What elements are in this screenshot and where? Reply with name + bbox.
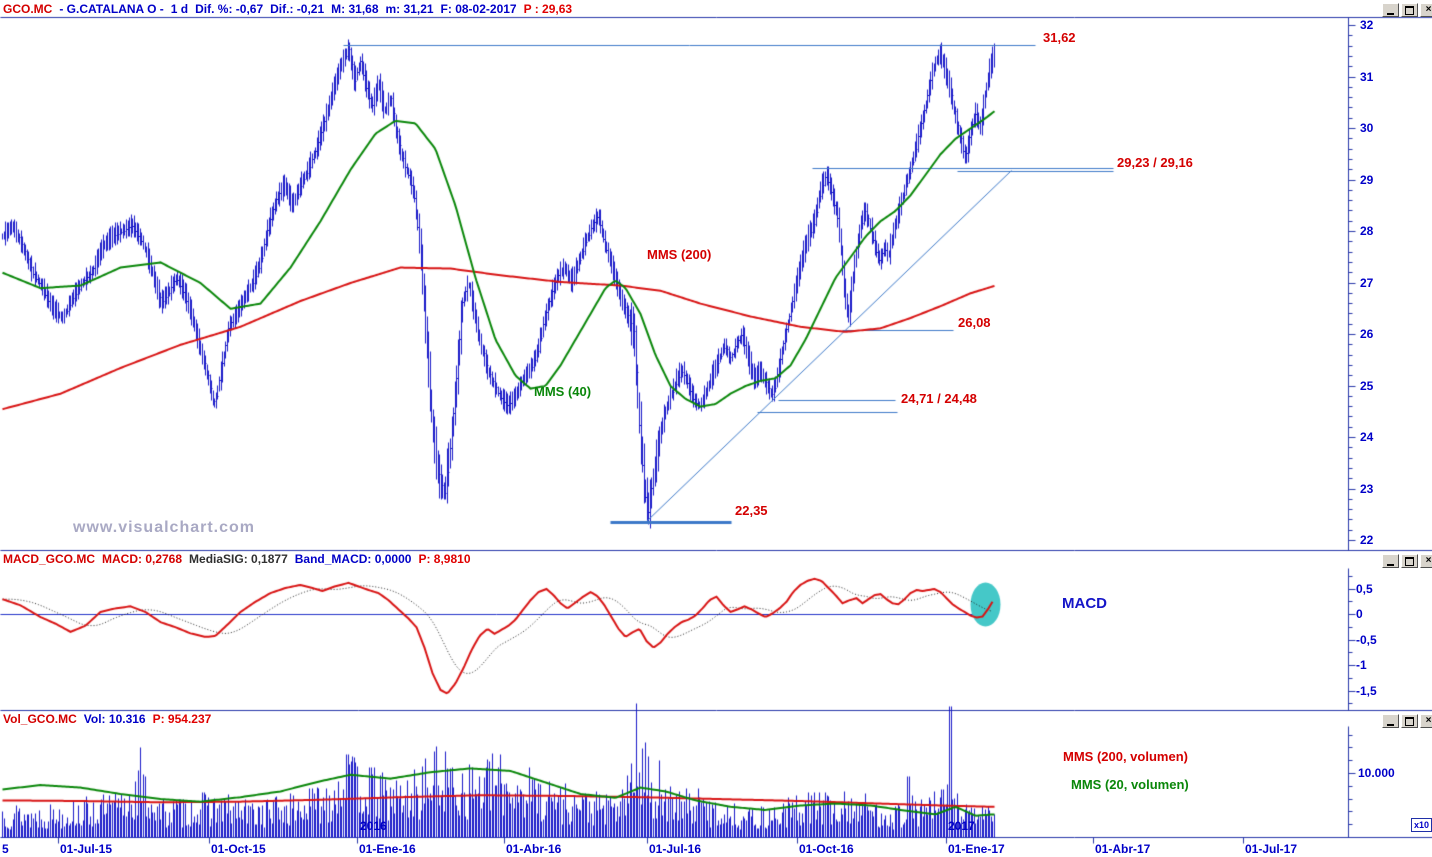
date-label: 01-Ene-16 <box>359 842 416 856</box>
minimize-button[interactable] <box>1382 3 1399 17</box>
minimize-button[interactable] <box>1382 714 1399 728</box>
header-segment: MACD_GCO.MC <box>3 552 95 566</box>
header-segment: F: 08-02-2017 <box>440 2 517 16</box>
maximize-button[interactable] <box>1401 714 1418 728</box>
close-button[interactable]: × <box>1420 714 1432 728</box>
header-segment: - G.CATALANA O - <box>59 2 164 16</box>
header-segment: P: 8,9810 <box>418 552 471 566</box>
macd-axis-label: -1,5 <box>1356 684 1377 698</box>
volume-mms20-label: MMS (20, volumen) <box>1071 777 1189 792</box>
header-segment: Vol_GCO.MC <box>3 712 77 726</box>
price-axis-label: 22 <box>1360 533 1374 547</box>
minimize-icon <box>1387 563 1394 566</box>
chart-title: GCO.MC - G.CATALANA O - 1 d Dif. %: -0,67 Di… <box>3 2 579 16</box>
header-segment: GCO.MC <box>3 2 53 16</box>
date-label: 01-Jul-16 <box>649 842 702 856</box>
header-segment: Vol: 10.316 <box>83 712 146 726</box>
price-axis-label: 32 <box>1360 18 1374 32</box>
minimize-button[interactable] <box>1382 554 1399 568</box>
date-label: 01-Oct-15 <box>211 842 266 856</box>
date-label: 01-Jul-17 <box>1245 842 1298 856</box>
close-icon: × <box>1425 555 1432 566</box>
date-label: 01-Abr-16 <box>506 842 562 856</box>
window-controls-volume: × <box>1382 714 1432 728</box>
volume-mms200-label: MMS (200, volumen) <box>1063 749 1188 764</box>
close-button[interactable]: × <box>1420 554 1432 568</box>
header-segment: 1 d <box>170 2 189 16</box>
maximize-button[interactable] <box>1401 3 1418 17</box>
minimize-icon <box>1387 12 1394 15</box>
price-axis-label: 24 <box>1360 430 1374 444</box>
price-level-label: 31,62 <box>1043 30 1076 45</box>
date-label: 01-Ene-17 <box>948 842 1005 856</box>
close-icon: × <box>1425 4 1432 15</box>
price-level-label: 22,35 <box>735 503 768 518</box>
maximize-icon <box>1405 556 1414 566</box>
date-label: 01-Jul-15 <box>60 842 113 856</box>
maximize-icon <box>1405 716 1414 726</box>
price-level-label: 24,71 / 24,48 <box>901 391 977 406</box>
window-controls-main: × <box>1382 3 1432 17</box>
price-level-label: 26,08 <box>958 315 991 330</box>
price-axis-label: 26 <box>1360 327 1374 341</box>
macd-axis-label: -1 <box>1356 658 1367 672</box>
mms200-series-label: MMS (200) <box>647 247 712 262</box>
volume-panel-header: Vol_GCO.MC Vol: 10.316 P: 954.237 <box>3 712 218 726</box>
volume-axis-label: 10.000 <box>1358 766 1395 780</box>
price-axis-label: 28 <box>1360 224 1374 238</box>
header-segment: P : 29,63 <box>523 2 573 16</box>
window-controls-macd: × <box>1382 554 1432 568</box>
close-button[interactable]: × <box>1420 3 1432 17</box>
header-segment: MACD: 0,2768 <box>102 552 183 566</box>
price-axis-label: 30 <box>1360 121 1374 135</box>
header-segment: M: 31,68 <box>331 2 379 16</box>
minimize-icon <box>1387 723 1394 726</box>
maximize-button[interactable] <box>1401 554 1418 568</box>
mms40-series-label: MMS (40) <box>534 384 592 399</box>
price-axis-label: 23 <box>1360 482 1374 496</box>
header-segment: Dif.: -0,21 <box>270 2 325 16</box>
date-label: 01-Oct-16 <box>799 842 854 856</box>
date-label-partial: 5 <box>2 842 9 856</box>
volume-axis-multiplier: x10 <box>1411 818 1432 832</box>
header-segment: Band_MACD: 0,0000 <box>294 552 412 566</box>
year-label: 2017 <box>948 819 975 833</box>
header-segment: P: 954.237 <box>152 712 212 726</box>
close-icon: × <box>1425 715 1432 726</box>
macd-axis-label: -0,5 <box>1356 633 1377 647</box>
price-axis-label: 25 <box>1360 379 1374 393</box>
year-label: 2016 <box>360 819 387 833</box>
macd-axis-label: 0 <box>1356 607 1363 621</box>
price-axis-label: 27 <box>1360 276 1374 290</box>
header-segment: m: 31,21 <box>385 2 434 16</box>
price-axis-label: 29 <box>1360 173 1374 187</box>
price-level-label: 29,23 / 29,16 <box>1117 155 1193 170</box>
date-label: 01-Abr-17 <box>1095 842 1151 856</box>
header-segment: Dif. %: -0,67 <box>195 2 264 16</box>
macd-series-label: MACD <box>1062 595 1107 612</box>
price-axis-label: 31 <box>1360 70 1374 84</box>
watermark: www.visualchart.com <box>73 519 256 536</box>
maximize-icon <box>1405 5 1414 15</box>
macd-panel-header: MACD_GCO.MC MACD: 0,2768 MediaSIG: 0,1877 B… <box>3 552 478 566</box>
macd-axis-label: 0,5 <box>1356 582 1373 596</box>
header-segment: MediaSIG: 0,1877 <box>189 552 288 566</box>
